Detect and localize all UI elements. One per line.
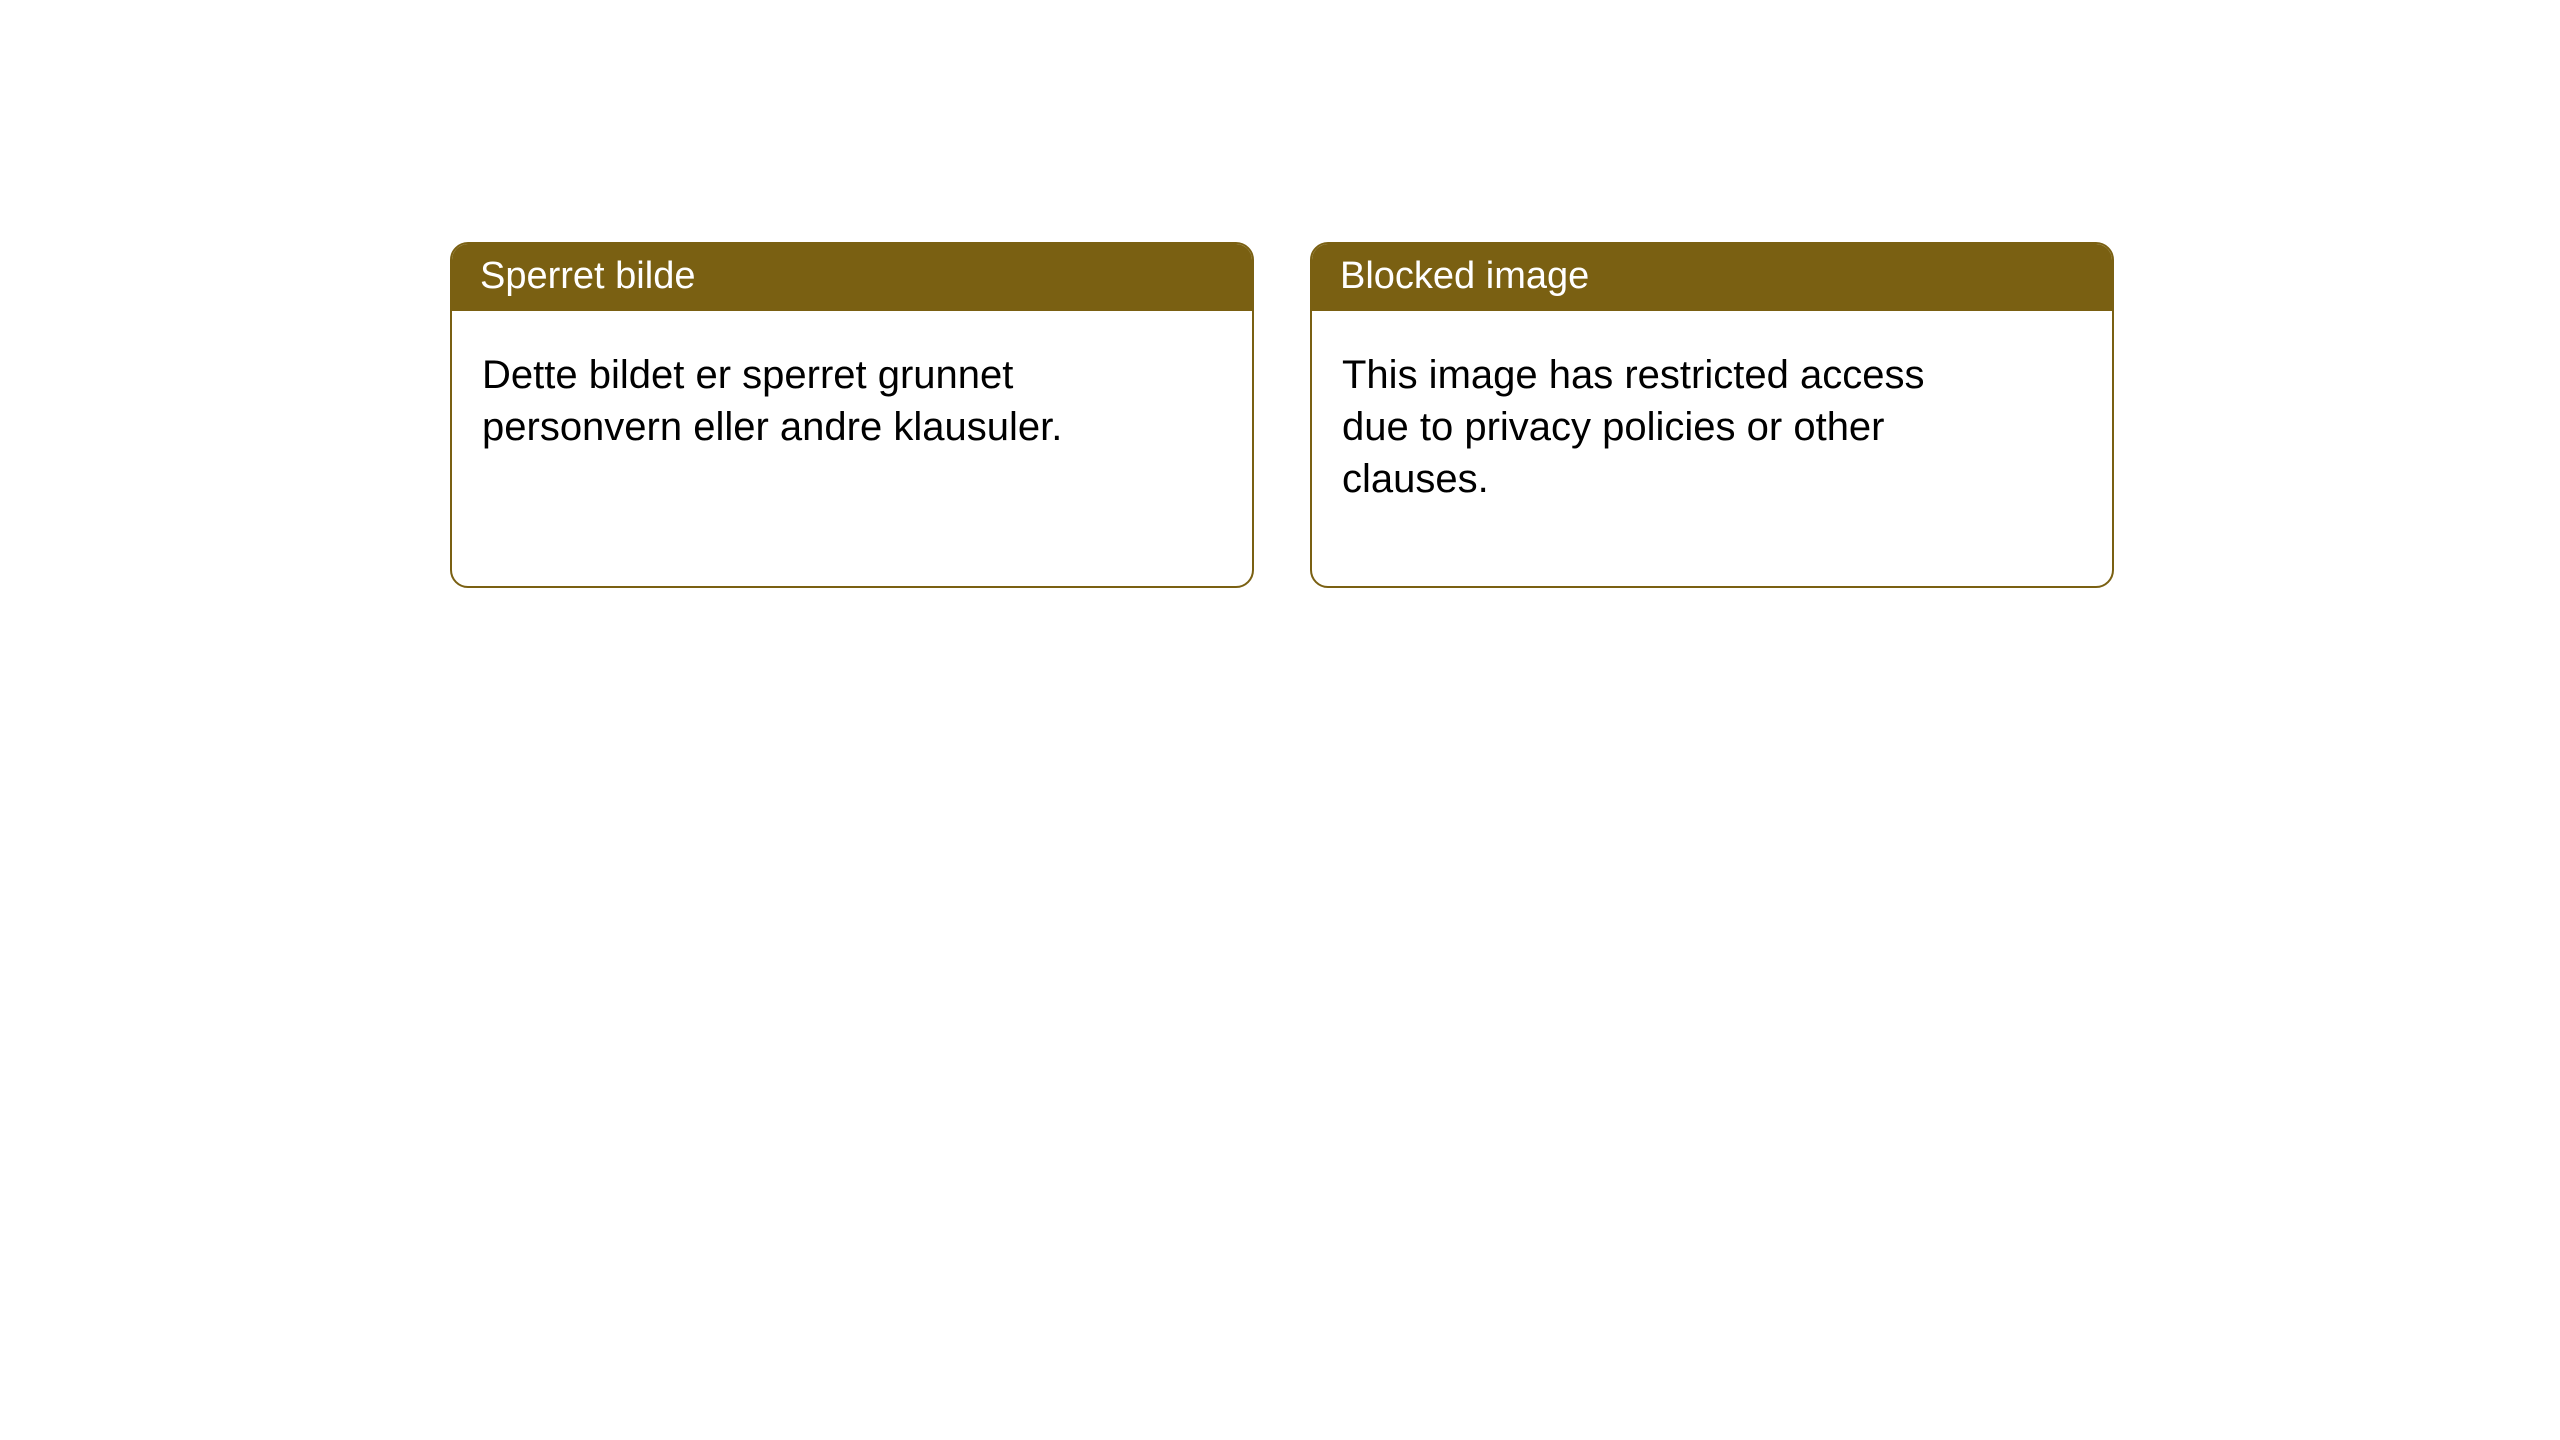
notice-card-body: This image has restricted access due to … — [1312, 311, 2112, 586]
notice-card-body: Dette bildet er sperret grunnet personve… — [452, 311, 1252, 586]
notice-card-header: Sperret bilde — [452, 244, 1252, 311]
notice-card-english: Blocked image This image has restricted … — [1310, 242, 2114, 588]
notice-card-title: Blocked image — [1340, 255, 1589, 297]
notice-card-text: This image has restricted access due to … — [1342, 349, 1992, 505]
notice-card-title: Sperret bilde — [480, 255, 695, 297]
notice-cards-container: Sperret bilde Dette bildet er sperret gr… — [0, 0, 2560, 588]
notice-card-header: Blocked image — [1312, 244, 2112, 311]
notice-card-text: Dette bildet er sperret grunnet personve… — [482, 349, 1132, 453]
notice-card-norwegian: Sperret bilde Dette bildet er sperret gr… — [450, 242, 1254, 588]
